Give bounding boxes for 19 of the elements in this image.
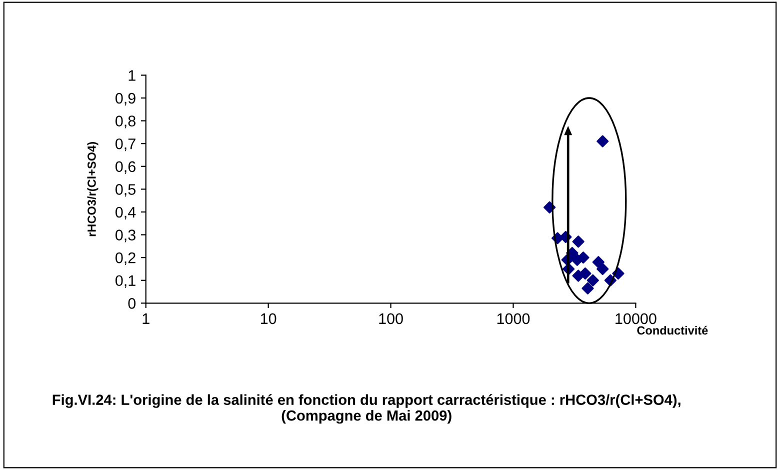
x-tick-label: 10000	[616, 313, 656, 324]
y-axis-title: rHCO3/r(Cl+SO4)	[87, 142, 98, 236]
y-tick-label: 0,7	[116, 138, 136, 152]
y-tick-label: 0,4	[116, 206, 136, 220]
x-tick-label: 1000	[497, 313, 530, 324]
y-tick-label: 0,8	[116, 116, 136, 128]
text: Fig.VI.24: L'origine de la salinité en fonction du rapport carractéristique : rHCO3/r(Cl+SO4), (Compagne de Mai 2009)	[52, 394, 680, 424]
x-tick-label: 1	[142, 313, 150, 324]
y-tick-label: 0,1	[116, 275, 136, 288]
y-tick-label: 0,5	[116, 184, 136, 197]
y-tick-label: 0,3	[116, 230, 136, 242]
x-tick-label: 10	[260, 313, 276, 324]
y-tick-label: 0,2	[116, 252, 136, 266]
y-tick-label: 0,6	[116, 161, 136, 174]
x-axis-title: Conductivité	[637, 326, 708, 335]
y-tick-label: 0	[128, 298, 136, 309]
x-tick-label: 100	[379, 313, 403, 324]
y-tick-label: 1	[128, 70, 136, 81]
y-tick-label: 0,9	[116, 92, 136, 106]
